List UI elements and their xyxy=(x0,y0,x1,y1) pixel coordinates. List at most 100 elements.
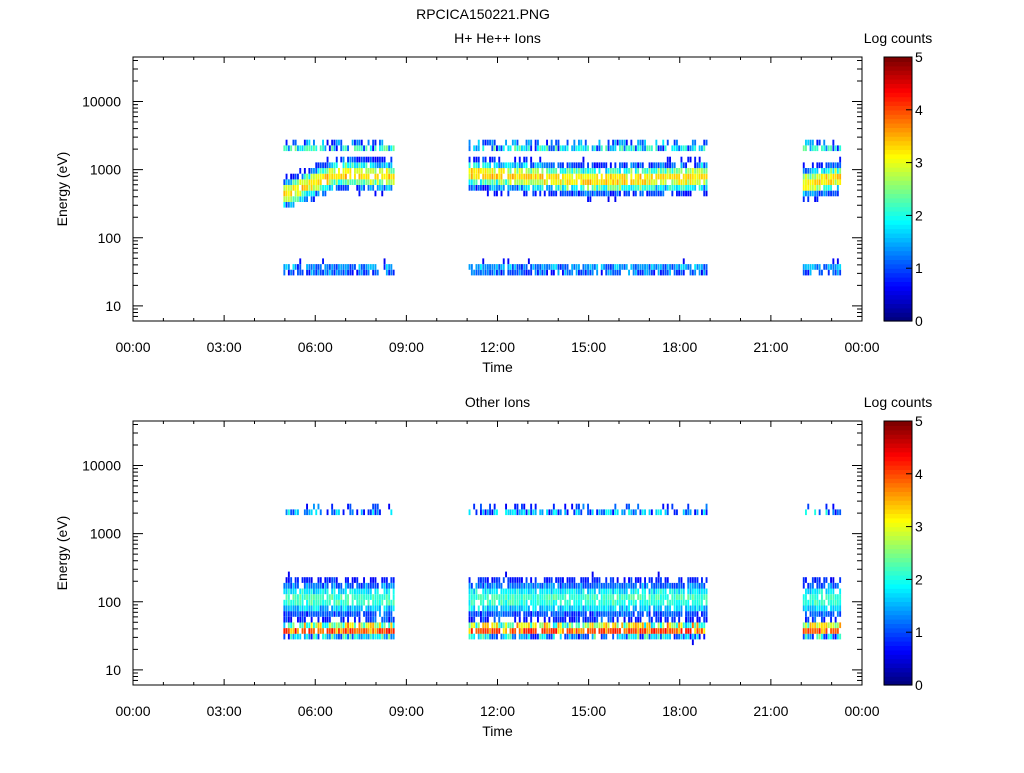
heatmap-cell xyxy=(644,145,646,152)
heatmap-cell xyxy=(555,611,558,617)
heatmap-cell xyxy=(381,633,384,640)
heatmap-cell xyxy=(363,179,365,185)
heatmap-cell xyxy=(372,145,375,152)
heatmap-cell xyxy=(477,269,480,276)
heatmap-cell xyxy=(470,168,473,174)
heatmap-cell xyxy=(333,588,336,595)
colorbar-step xyxy=(884,460,912,466)
heatmap-cell xyxy=(525,628,528,634)
colorbar-tick-label: 0 xyxy=(915,313,923,329)
heatmap-cell xyxy=(390,599,393,606)
heatmap-cell xyxy=(475,168,478,174)
heatmap-cell xyxy=(290,145,293,152)
heatmap-cell xyxy=(669,168,671,174)
heatmap-cell xyxy=(600,599,603,606)
heatmap-cell xyxy=(566,628,569,634)
heatmap-cell xyxy=(383,582,386,589)
heatmap-cell xyxy=(575,611,578,617)
heatmap-cell xyxy=(500,185,503,191)
heatmap-cell xyxy=(811,616,814,623)
heatmap-cell xyxy=(498,622,501,629)
heatmap-cell xyxy=(376,605,379,612)
colorbar-step xyxy=(884,211,912,216)
heatmap-cell xyxy=(385,145,388,152)
heatmap-cell xyxy=(523,162,526,169)
heatmap-cell xyxy=(486,577,489,583)
heatmap-cell xyxy=(347,605,349,612)
heatmap-cell xyxy=(468,139,471,146)
heatmap-cell xyxy=(539,622,542,629)
heatmap-cell xyxy=(648,588,651,595)
heatmap-cell xyxy=(313,599,315,606)
heatmap-cell xyxy=(523,633,526,640)
heatmap-cell xyxy=(530,173,533,180)
heatmap-cell xyxy=(367,588,370,595)
heatmap-cell xyxy=(816,173,819,180)
heatmap-cell xyxy=(480,611,482,617)
heatmap-cell xyxy=(589,179,592,185)
heatmap-cell xyxy=(666,156,669,163)
heatmap-cell xyxy=(634,628,637,634)
heatmap-cell xyxy=(678,190,681,197)
heatmap-cell xyxy=(664,269,667,276)
heatmap-cell xyxy=(814,616,817,623)
heatmap-cell xyxy=(310,173,313,180)
heatmap-cell xyxy=(491,622,494,629)
heatmap-cell xyxy=(836,258,839,265)
heatmap-cell xyxy=(335,594,338,600)
heatmap-cell xyxy=(530,145,533,152)
heatmap-cell xyxy=(473,173,476,180)
heatmap-cell xyxy=(502,269,505,276)
heatmap-cell xyxy=(317,162,320,169)
heatmap-cell xyxy=(836,269,839,276)
heatmap-cell xyxy=(593,173,596,180)
heatmap-cell xyxy=(335,185,338,191)
heatmap-cell xyxy=(372,633,375,640)
heatmap-cell xyxy=(648,633,651,640)
heatmap-cell xyxy=(834,162,837,169)
heatmap-cell xyxy=(825,264,828,270)
heatmap-cell xyxy=(285,628,288,634)
heatmap-cell xyxy=(374,190,377,197)
heatmap-cell xyxy=(534,145,537,152)
heatmap-cell xyxy=(328,633,331,640)
heatmap-cell xyxy=(360,179,363,185)
heatmap-cell xyxy=(356,162,359,169)
heatmap-cell xyxy=(830,616,832,623)
colorbar-step xyxy=(884,70,912,76)
heatmap-cell xyxy=(470,179,473,185)
heatmap-cell xyxy=(333,611,336,617)
heatmap-cell xyxy=(525,145,528,152)
heatmap-cell xyxy=(521,269,523,276)
heatmap-cell xyxy=(607,179,610,185)
heatmap-cell xyxy=(660,145,662,152)
heatmap-cell xyxy=(527,622,530,629)
heatmap-cell xyxy=(473,588,476,595)
heatmap-cell xyxy=(634,605,637,612)
heatmap-cell xyxy=(491,185,494,191)
heatmap-cell xyxy=(482,258,485,265)
heatmap-cell xyxy=(546,145,548,152)
colorbar-step xyxy=(884,535,912,541)
heatmap-cell xyxy=(698,628,701,634)
heatmap-cell xyxy=(557,628,560,634)
heatmap-cell xyxy=(482,173,485,180)
heatmap-cell xyxy=(694,185,697,191)
heatmap-cell xyxy=(516,269,519,276)
heatmap-cell xyxy=(591,509,594,516)
heatmap-cell xyxy=(666,162,669,169)
heatmap-cell xyxy=(283,616,286,623)
heatmap-cell xyxy=(287,616,290,623)
heatmap-cell xyxy=(630,264,633,270)
heatmap-cell xyxy=(678,628,681,634)
heatmap-cell xyxy=(358,599,361,606)
heatmap-cell xyxy=(473,633,476,640)
heatmap-cell xyxy=(310,594,313,600)
heatmap-cell xyxy=(662,588,665,595)
heatmap-cell xyxy=(811,599,814,606)
heatmap-cell xyxy=(388,185,391,191)
heatmap-cell xyxy=(303,185,306,191)
heatmap-cell xyxy=(637,622,640,629)
heatmap-cell xyxy=(349,633,352,640)
heatmap-cell xyxy=(335,582,338,589)
